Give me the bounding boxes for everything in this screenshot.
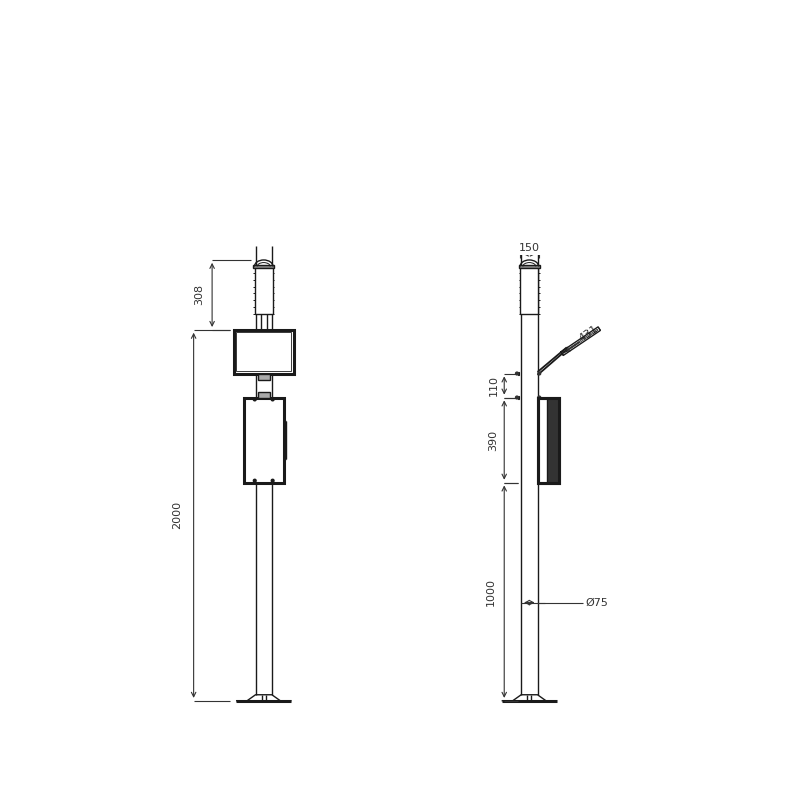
Text: 308: 308 bbox=[194, 284, 204, 306]
Text: 110: 110 bbox=[489, 375, 498, 396]
Text: 150: 150 bbox=[519, 244, 540, 253]
Bar bbox=[234, 330, 294, 374]
Bar bbox=[518, 396, 519, 399]
Bar bbox=[244, 397, 284, 483]
Circle shape bbox=[538, 372, 541, 375]
Bar bbox=[253, 265, 274, 268]
Bar bbox=[518, 265, 540, 268]
Text: 431: 431 bbox=[577, 324, 600, 344]
Bar bbox=[236, 332, 291, 371]
Bar bbox=[547, 397, 559, 483]
Circle shape bbox=[254, 398, 256, 400]
Circle shape bbox=[515, 396, 518, 399]
Text: 1000: 1000 bbox=[486, 578, 495, 606]
Bar bbox=[258, 374, 270, 379]
Circle shape bbox=[538, 396, 541, 399]
Circle shape bbox=[254, 479, 256, 482]
Bar bbox=[258, 392, 270, 397]
Bar bbox=[538, 397, 559, 483]
Text: 2000: 2000 bbox=[172, 502, 182, 529]
Bar bbox=[255, 266, 273, 314]
Text: Ø75: Ø75 bbox=[586, 598, 609, 608]
Bar bbox=[521, 266, 538, 314]
Bar bbox=[518, 372, 519, 375]
Circle shape bbox=[271, 398, 274, 400]
Text: 390: 390 bbox=[489, 430, 498, 451]
Circle shape bbox=[271, 479, 274, 482]
Bar bbox=[538, 397, 559, 483]
Circle shape bbox=[515, 372, 518, 375]
